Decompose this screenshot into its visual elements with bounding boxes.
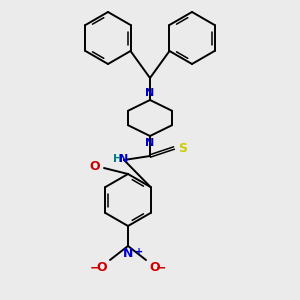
Text: H: H xyxy=(113,154,122,164)
Text: O: O xyxy=(96,261,107,274)
Text: −: − xyxy=(156,261,166,274)
Text: O: O xyxy=(89,160,100,173)
Text: N: N xyxy=(146,137,154,148)
Text: N: N xyxy=(146,88,154,98)
Text: −: − xyxy=(89,261,100,274)
Text: N: N xyxy=(123,247,133,260)
Text: N: N xyxy=(119,154,128,164)
Text: S: S xyxy=(178,142,187,154)
Text: O: O xyxy=(149,261,160,274)
Text: +: + xyxy=(135,247,143,257)
